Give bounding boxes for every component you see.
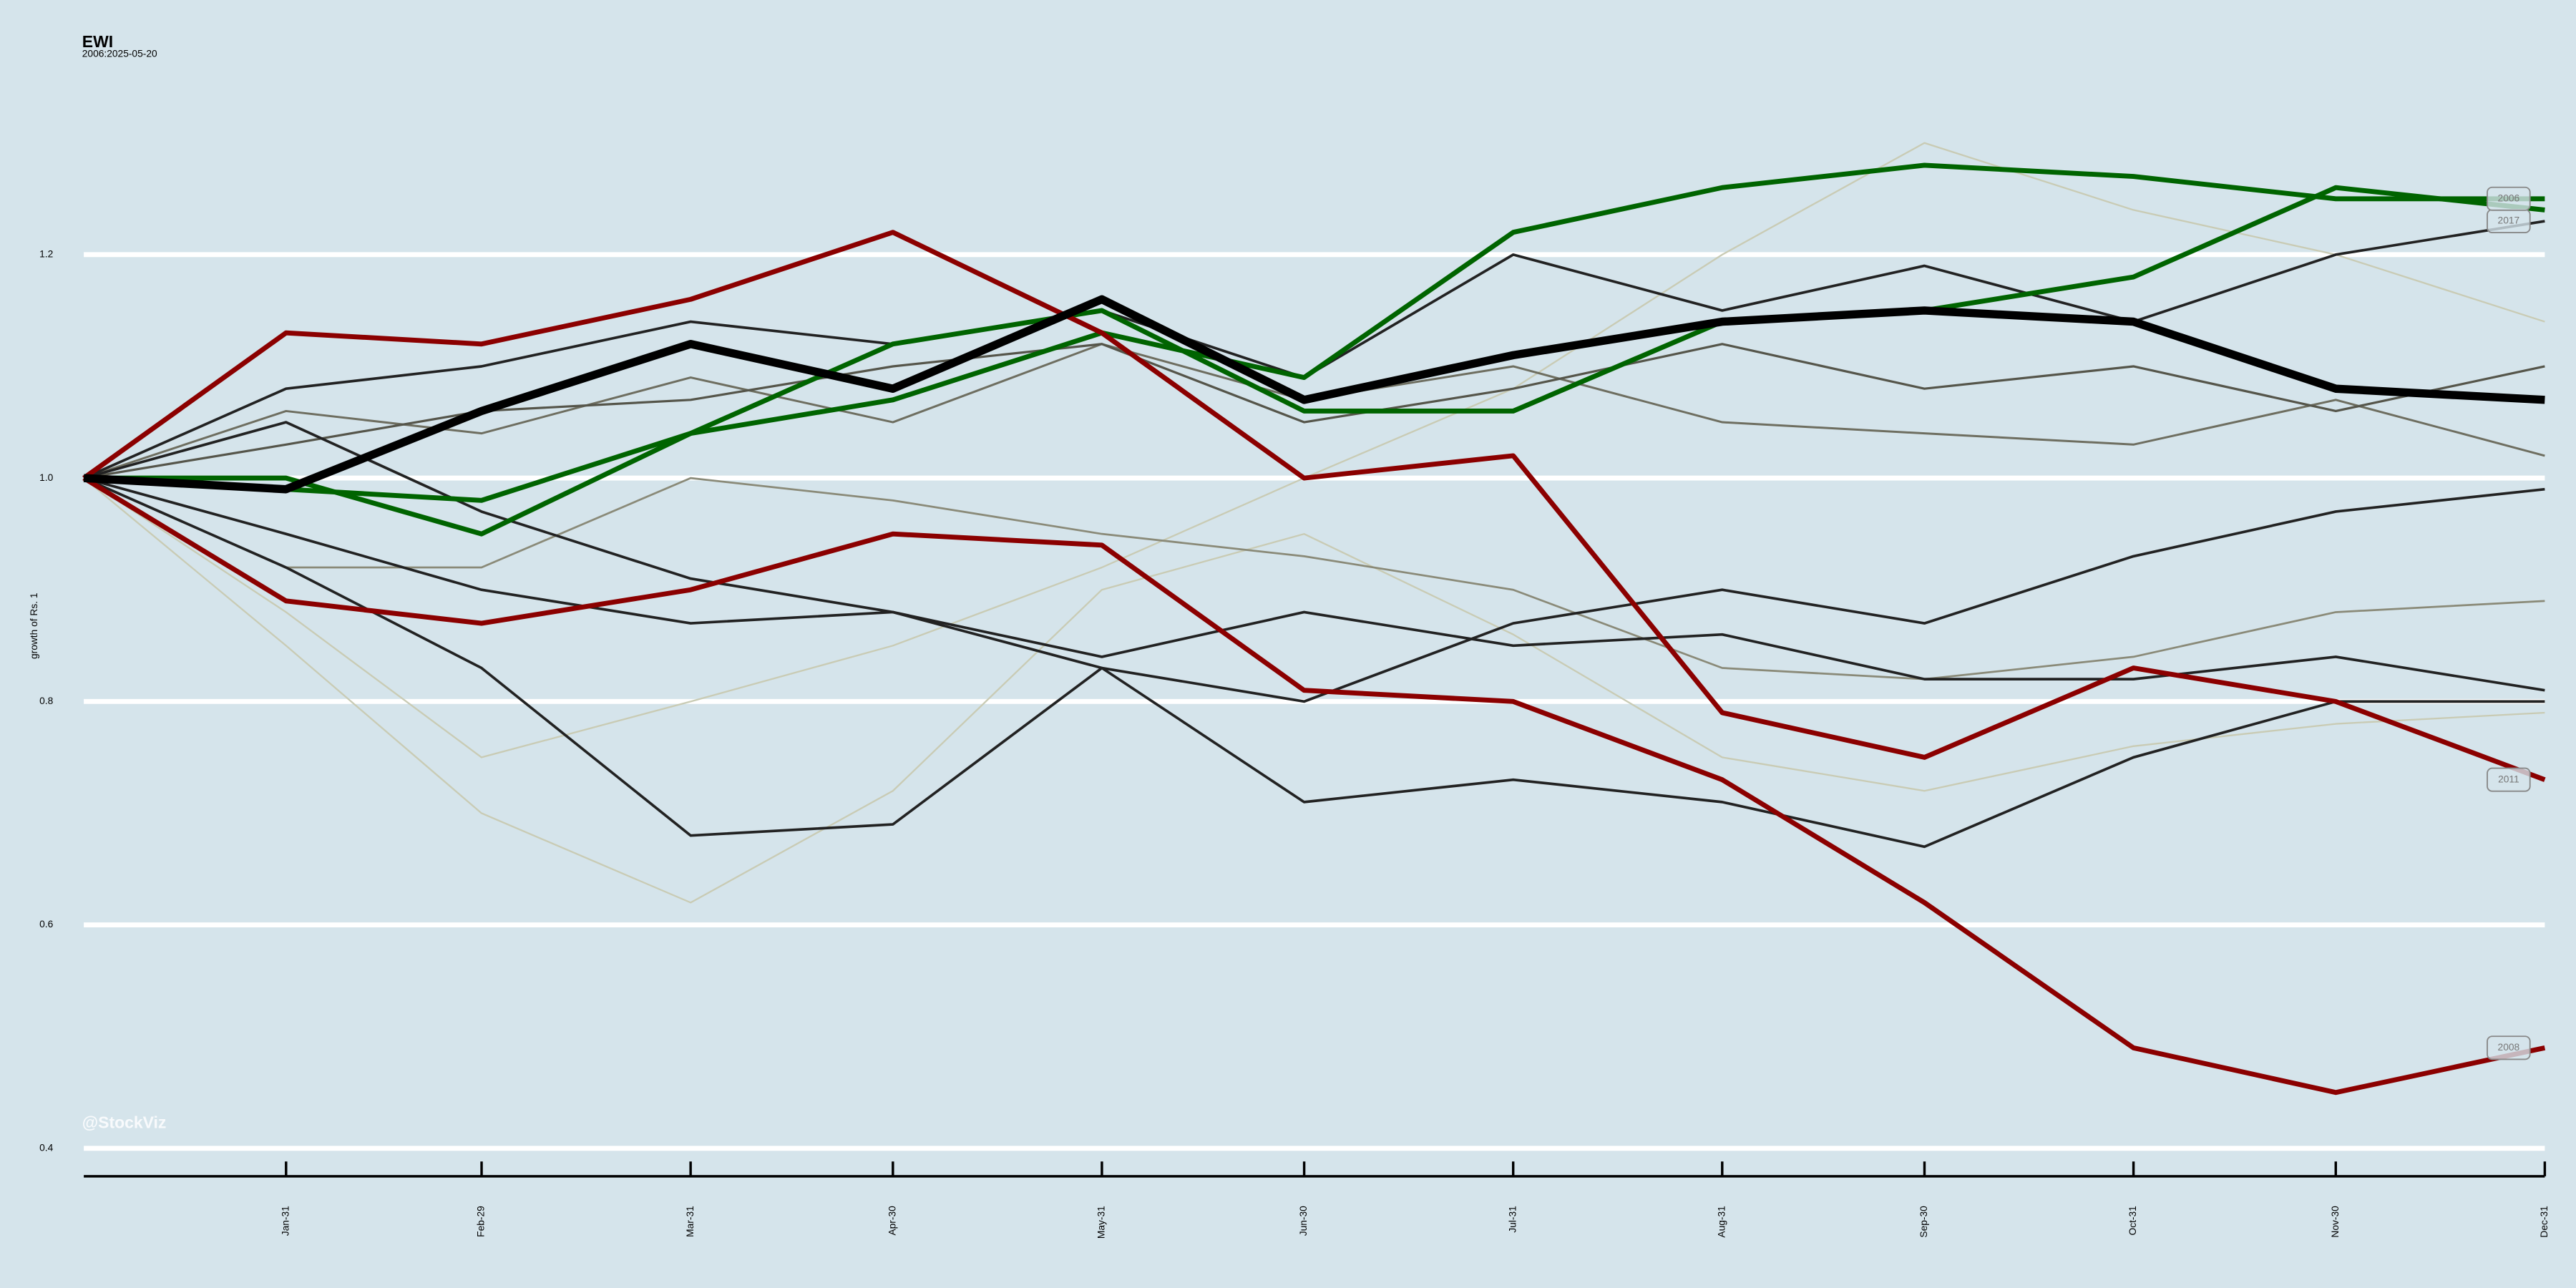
x-tick-label: Dec-31	[2539, 1206, 2550, 1237]
series-line	[83, 162, 2545, 503]
x-tick-label: Jul-31	[1507, 1206, 1518, 1232]
chart-subtitle: 2006:2025-05-20	[82, 48, 157, 59]
legend-box	[2487, 767, 2531, 792]
x-tick-label: Aug-31	[1716, 1206, 1727, 1237]
y-tick-label: 1.0	[39, 472, 53, 483]
x-tick-label: May-31	[1096, 1206, 1107, 1239]
legend-label: 2006	[2498, 192, 2520, 203]
x-tick-label: Mar-31	[685, 1206, 696, 1237]
x-tick-label: Sep-30	[1918, 1206, 1929, 1238]
x-tick-label: Jan-31	[280, 1206, 291, 1236]
y-tick-label: 1.2	[39, 249, 53, 260]
y-tick-label: 0.6	[39, 919, 53, 930]
series-line	[83, 477, 2545, 680]
x-tick-label: Feb-29	[476, 1206, 487, 1237]
legend-box	[2487, 1035, 2531, 1060]
y-axis-label: growth of Rs. 1	[29, 592, 39, 659]
x-tick-label: Nov-30	[2330, 1206, 2341, 1238]
series-line	[82, 230, 2546, 782]
series-line	[83, 477, 2545, 692]
legend-label: 2011	[2498, 774, 2519, 784]
labels: 2017 2006 2011 2008	[2487, 186, 2531, 1060]
x-tick-label: Oct-31	[2127, 1206, 2138, 1235]
x-tick-label: Jun-30	[1298, 1206, 1309, 1236]
series-line	[82, 476, 2546, 1096]
x-tick-label: Apr-30	[887, 1206, 897, 1236]
lines	[82, 142, 2546, 1096]
legend-box	[2487, 186, 2531, 211]
series-line	[83, 477, 2545, 904]
chart-title: EWI	[82, 32, 113, 51]
series-line	[83, 421, 2545, 703]
watermark: @StockViz	[82, 1113, 167, 1131]
grid: 0.4 0.6 0.8 1.0 1.2 Jan-31 Feb-29 Mar-31 Apr-30 M…	[39, 249, 2550, 1239]
y-tick-label: 0.4	[39, 1142, 53, 1153]
series-line	[83, 295, 2545, 494]
series-line	[83, 477, 2545, 849]
legend-label: 2017	[2498, 215, 2520, 226]
y-tick-label: 0.8	[39, 696, 53, 706]
series-line	[84, 185, 2545, 537]
legend-label: 2008	[2498, 1042, 2520, 1053]
